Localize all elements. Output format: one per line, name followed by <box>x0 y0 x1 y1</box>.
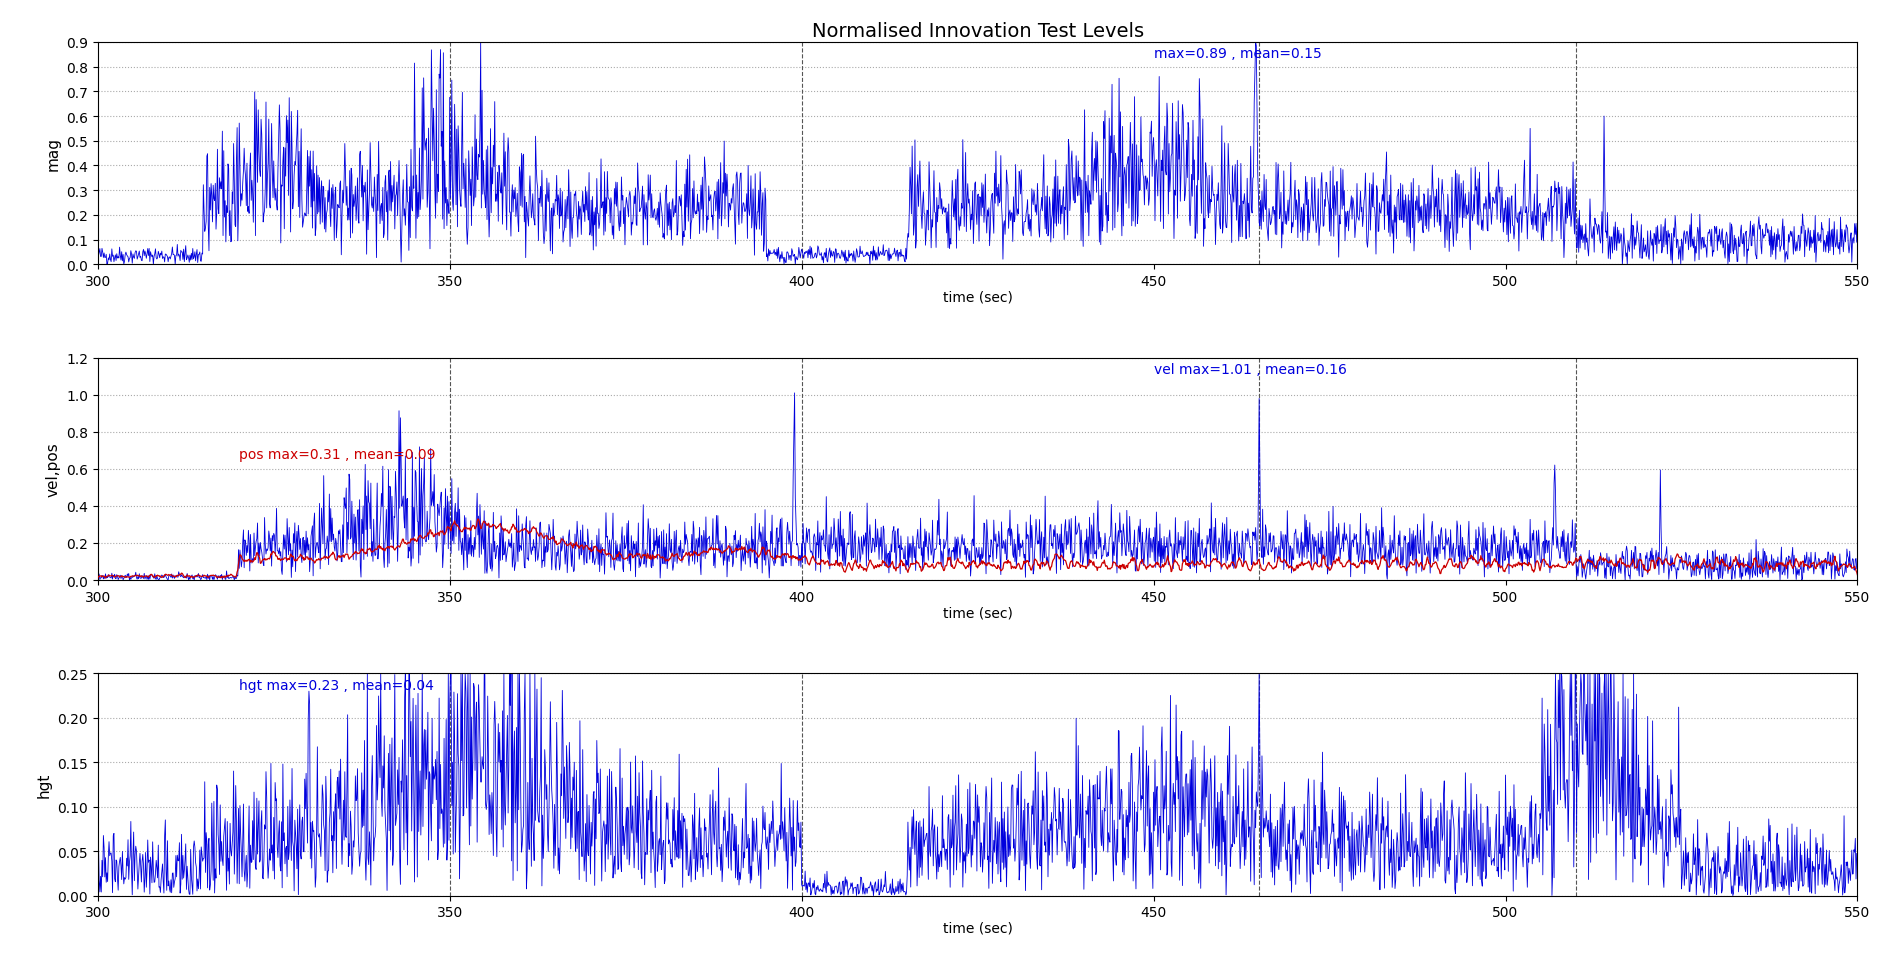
Text: hgt max=0.23 , mean=0.04: hgt max=0.23 , mean=0.04 <box>239 679 434 692</box>
Text: max=0.89 , mean=0.15: max=0.89 , mean=0.15 <box>1154 48 1322 61</box>
Text: vel max=1.01 , mean=0.16: vel max=1.01 , mean=0.16 <box>1154 363 1346 376</box>
Y-axis label: vel,pos: vel,pos <box>45 442 60 497</box>
X-axis label: time (sec): time (sec) <box>942 605 1013 619</box>
Title: Normalised Innovation Test Levels: Normalised Innovation Test Levels <box>812 22 1143 41</box>
Y-axis label: mag: mag <box>45 137 60 171</box>
Y-axis label: hgt: hgt <box>38 772 53 798</box>
Text: pos max=0.31 , mean=0.09: pos max=0.31 , mean=0.09 <box>239 447 434 461</box>
X-axis label: time (sec): time (sec) <box>942 921 1013 935</box>
X-axis label: time (sec): time (sec) <box>942 290 1013 304</box>
